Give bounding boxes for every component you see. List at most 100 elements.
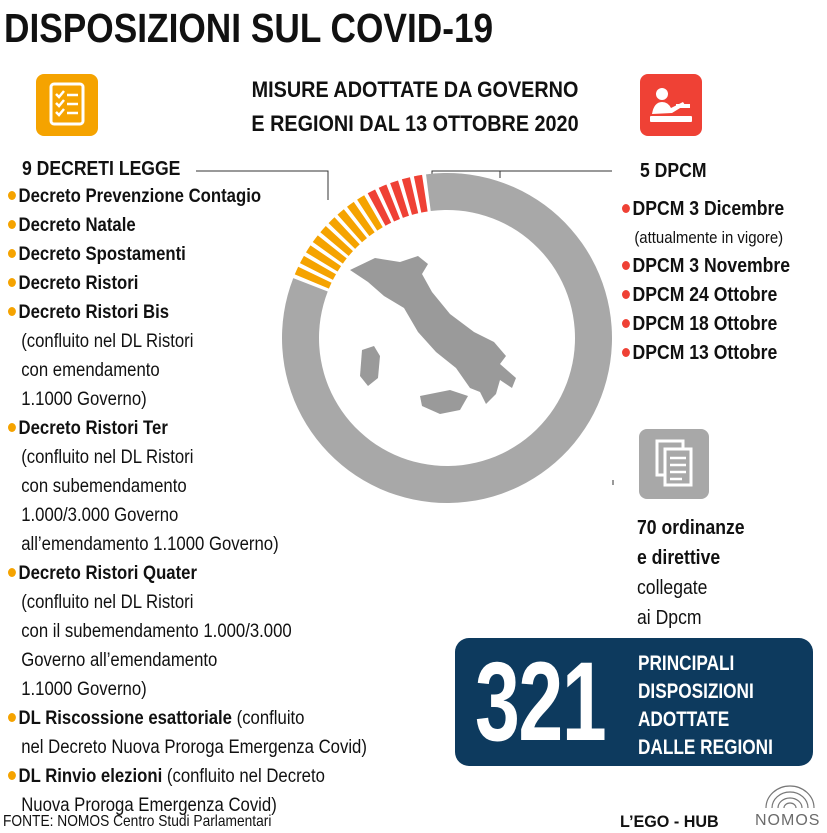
list-item: Decreto Spostamenti — [8, 240, 367, 269]
bullet-dot — [8, 423, 16, 432]
speaker-podium-icon — [640, 74, 702, 136]
dpcm-segment — [390, 180, 409, 218]
item-note: con emendamento — [21, 360, 160, 381]
item-name: Decreto Prevenzione Contagio — [18, 186, 262, 207]
ordinanze-line-3: collegate — [637, 577, 708, 599]
item-note: 1.000/3.000 Governo — [21, 505, 179, 526]
item-name: DPCM 13 Ottobre — [632, 342, 778, 364]
bullet-dot — [622, 290, 630, 299]
regioni-label: PRINCIPALI DISPOSIZIONI ADOTTATE DALLE R… — [638, 650, 773, 762]
item-name: DPCM 3 Dicembre — [632, 198, 785, 220]
ordinanze-line-4: ai Dpcm — [637, 607, 702, 629]
dpcm-header: 5 DPCM — [640, 160, 707, 182]
donut-segments — [281, 173, 612, 504]
ordinanze-line-2: e direttive — [637, 547, 721, 569]
item-name: DL Rinvio elezioni — [18, 766, 163, 787]
page-title: DISPOSIZIONI SUL COVID-19 — [4, 5, 494, 51]
item-note: 1.1000 Governo) — [21, 679, 147, 700]
dpcm-segment — [401, 177, 419, 215]
item-note: (confluito nel DL Ristori — [21, 331, 194, 352]
list-item: Decreto Ristori — [8, 269, 367, 298]
subtitle-line-1: MISURE ADOTTATE DA GOVERNO — [251, 77, 579, 102]
dpcm-list: DPCM 3 Dicembre (attualmente in vigore) … — [622, 195, 813, 368]
item-note: (confluito nel DL Ristori — [21, 447, 194, 468]
item-note: (confluito nel DL Ristori — [21, 592, 194, 613]
decreti-segment — [299, 255, 337, 280]
list-item: DPCM 24 Ottobre — [622, 281, 790, 310]
item-inline-note: (confluito — [231, 708, 305, 729]
brand-logo: L’EGO - HUB — [620, 812, 719, 831]
list-item: DPCM 13 Ottobre — [622, 339, 790, 368]
regioni-box: 321 PRINCIPALI DISPOSIZIONI ADOTTATE DAL… — [455, 638, 813, 766]
bullet-dot — [8, 713, 16, 722]
bullet-dot — [8, 220, 16, 229]
decreti-segment — [357, 195, 383, 231]
list-item: Decreto Natale — [8, 211, 367, 240]
item-note: 1.1000 Governo) — [21, 389, 147, 410]
bullet-dot — [8, 771, 16, 780]
ordinanze-text: 70 ordinanze e direttive collegate ai Dp… — [637, 513, 745, 633]
italy-map-icon — [350, 256, 516, 414]
regioni-label-line: PRINCIPALI — [638, 652, 735, 675]
item-note: Nuova Proroga Emergenza Covid) — [21, 795, 277, 816]
nomos-wordmark: NOMOS — [755, 812, 821, 829]
item-note: (attualmente in vigore) — [634, 228, 784, 247]
decreti-segment — [305, 245, 342, 272]
item-note: con subemendamento — [21, 476, 187, 497]
item-name: Decreto Ristori Quater — [18, 563, 197, 584]
item-name: DPCM 24 Ottobre — [632, 284, 778, 306]
regioni-number: 321 — [475, 639, 607, 764]
subtitle-line-2: E REGIONI DAL 13 OTTOBRE 2020 — [251, 111, 579, 136]
dpcm-segment — [378, 184, 400, 222]
item-name: DL Riscossione esattoriale — [18, 708, 232, 729]
item-note: all’emendamento 1.1000 Governo) — [21, 534, 279, 555]
decreti-segment — [320, 226, 353, 256]
decreti-header: 9 DECRETI LEGGE — [22, 158, 181, 180]
list-item: Decreto Ristori Quater — [8, 559, 367, 588]
item-name: Decreto Spostamenti — [18, 244, 186, 265]
item-name: DPCM 3 Novembre — [632, 255, 791, 277]
decreti-list: Decreto Prevenzione Contagio Decreto Nat… — [8, 182, 416, 820]
item-name: Decreto Natale — [18, 215, 136, 236]
source-footer: FONTE: NOMOS Centro Studi Parlamentari — [3, 813, 272, 830]
item-note: nel Decreto Nuova Proroga Emergenza Covi… — [21, 737, 367, 758]
item-inline-note: (confluito nel Decreto — [162, 766, 325, 787]
dpcm-segment — [413, 174, 428, 213]
nomos-logo-icon — [765, 785, 815, 809]
list-item: DL Rinvio elezioni (confluito nel Decret… — [8, 762, 367, 791]
bullet-dot — [8, 191, 16, 200]
dpcm-segment — [367, 189, 392, 226]
decreti-segment — [312, 235, 347, 264]
item-note: con il subemendamento 1.000/3.000 — [21, 621, 292, 642]
documents-icon — [639, 429, 709, 499]
list-item: DPCM 18 Ottobre — [622, 310, 790, 339]
list-item: Decreto Prevenzione Contagio — [8, 182, 367, 211]
bullet-dot — [8, 307, 16, 316]
checklist-icon — [36, 74, 98, 136]
decreti-segment — [328, 217, 360, 249]
item-name: DPCM 18 Ottobre — [632, 313, 778, 335]
regioni-label-line: DALLE REGIONI — [638, 736, 773, 759]
list-item: Decreto Ristori Bis — [8, 298, 367, 327]
list-item: DL Riscossione esattoriale (confluito — [8, 704, 367, 733]
list-item: Decreto Ristori Ter — [8, 414, 367, 443]
regioni-label-line: ADOTTATE — [638, 708, 730, 731]
item-name: Decreto Ristori Ter — [18, 418, 168, 439]
decreti-segment — [347, 201, 375, 237]
bullet-dot — [8, 278, 16, 287]
decreti-segment — [337, 209, 367, 243]
bullet-dot — [8, 249, 16, 258]
item-note: Governo all’emendamento — [21, 650, 218, 671]
bullet-dot — [8, 568, 16, 577]
ordinanze-line-1: 70 ordinanze — [637, 517, 745, 539]
decreti-segment — [294, 266, 332, 289]
item-name: Decreto Ristori — [18, 273, 139, 294]
bullet-dot — [622, 204, 630, 213]
regioni-label-line: DISPOSIZIONI — [638, 680, 754, 703]
list-item: DPCM 3 Dicembre — [622, 195, 790, 224]
item-name: Decreto Ristori Bis — [18, 302, 170, 323]
bullet-dot — [622, 348, 630, 357]
bullet-dot — [622, 261, 630, 270]
list-item: DPCM 3 Novembre — [622, 252, 790, 281]
